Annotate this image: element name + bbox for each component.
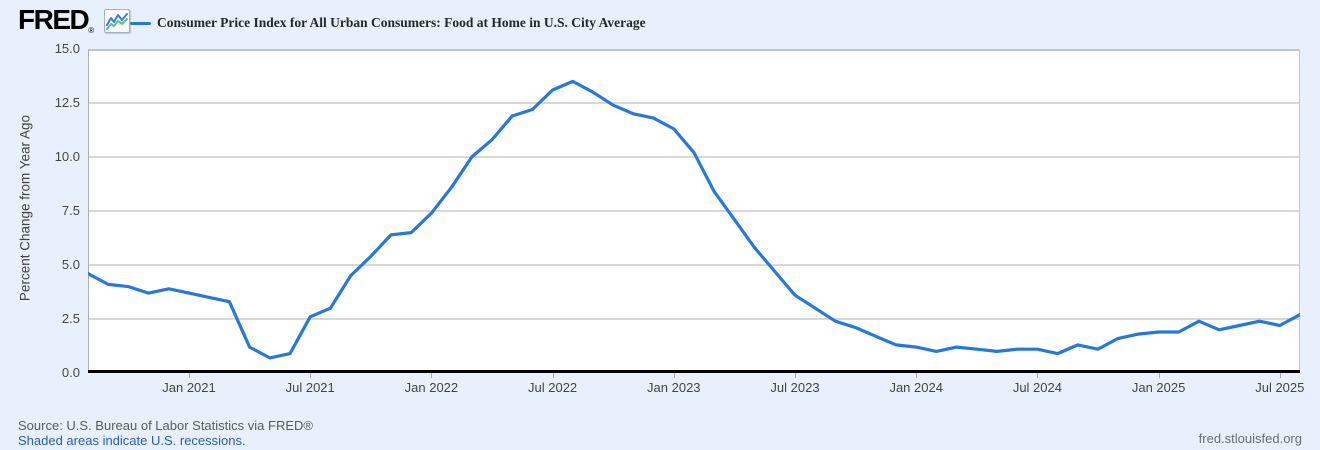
y-tick-label: 7.5 xyxy=(61,203,80,218)
series-legend-label[interactable]: Consumer Price Index for All Urban Consu… xyxy=(157,15,646,30)
recession-note-link[interactable]: Shaded areas indicate U.S. recessions. xyxy=(18,433,246,448)
x-tick-label: Jan 2022 xyxy=(404,380,459,395)
fred-logo-text: FRED xyxy=(18,4,90,35)
line-chart-svg xyxy=(88,49,1300,373)
legend-line-swatch xyxy=(130,22,151,25)
x-tick-label: Jan 2023 xyxy=(647,380,701,395)
y-tick-label: 12.5 xyxy=(54,95,80,110)
y-tick-label: 2.5 xyxy=(61,311,80,326)
x-tick-mark xyxy=(1037,373,1039,378)
x-tick-mark xyxy=(552,373,554,378)
x-tick-label: Jul 2021 xyxy=(285,380,335,395)
y-tick-label: 0.0 xyxy=(61,365,80,380)
x-tick-label: Jul 2023 xyxy=(770,380,820,395)
x-tick-label: Jul 2024 xyxy=(1012,380,1062,395)
x-tick-mark xyxy=(189,373,190,378)
x-tick-mark xyxy=(795,373,796,378)
x-tick-label: Jan 2025 xyxy=(1131,380,1186,395)
x-tick-label: Jul 2025 xyxy=(1255,380,1305,395)
plot-area[interactable] xyxy=(88,49,1300,373)
y-tick-label: 10.0 xyxy=(54,149,80,164)
x-tick-mark xyxy=(1158,373,1160,378)
x-tick-label: Jul 2022 xyxy=(528,380,578,395)
x-tick-mark xyxy=(673,373,675,378)
y-tick-label: 15.0 xyxy=(54,41,80,56)
registered-mark: ® xyxy=(88,26,95,35)
cpi-food-at-home-series-line[interactable] xyxy=(88,79,1300,360)
x-tick-mark xyxy=(431,373,433,378)
source-note: Source: U.S. Bureau of Labor Statistics … xyxy=(18,418,313,433)
fred-logo[interactable]: FRED® xyxy=(18,4,94,36)
x-tick-mark xyxy=(916,373,918,378)
x-tick-mark xyxy=(1279,373,1281,378)
x-tick-mark xyxy=(310,373,312,378)
y-tick-label: 5.0 xyxy=(61,257,80,272)
x-tick-label: Jan 2021 xyxy=(162,380,216,395)
x-tick-label: Jan 2024 xyxy=(889,380,943,395)
fred-site-link[interactable]: fred.stlouisfed.org xyxy=(1198,431,1302,446)
fred-sparkline-icon xyxy=(104,9,130,33)
